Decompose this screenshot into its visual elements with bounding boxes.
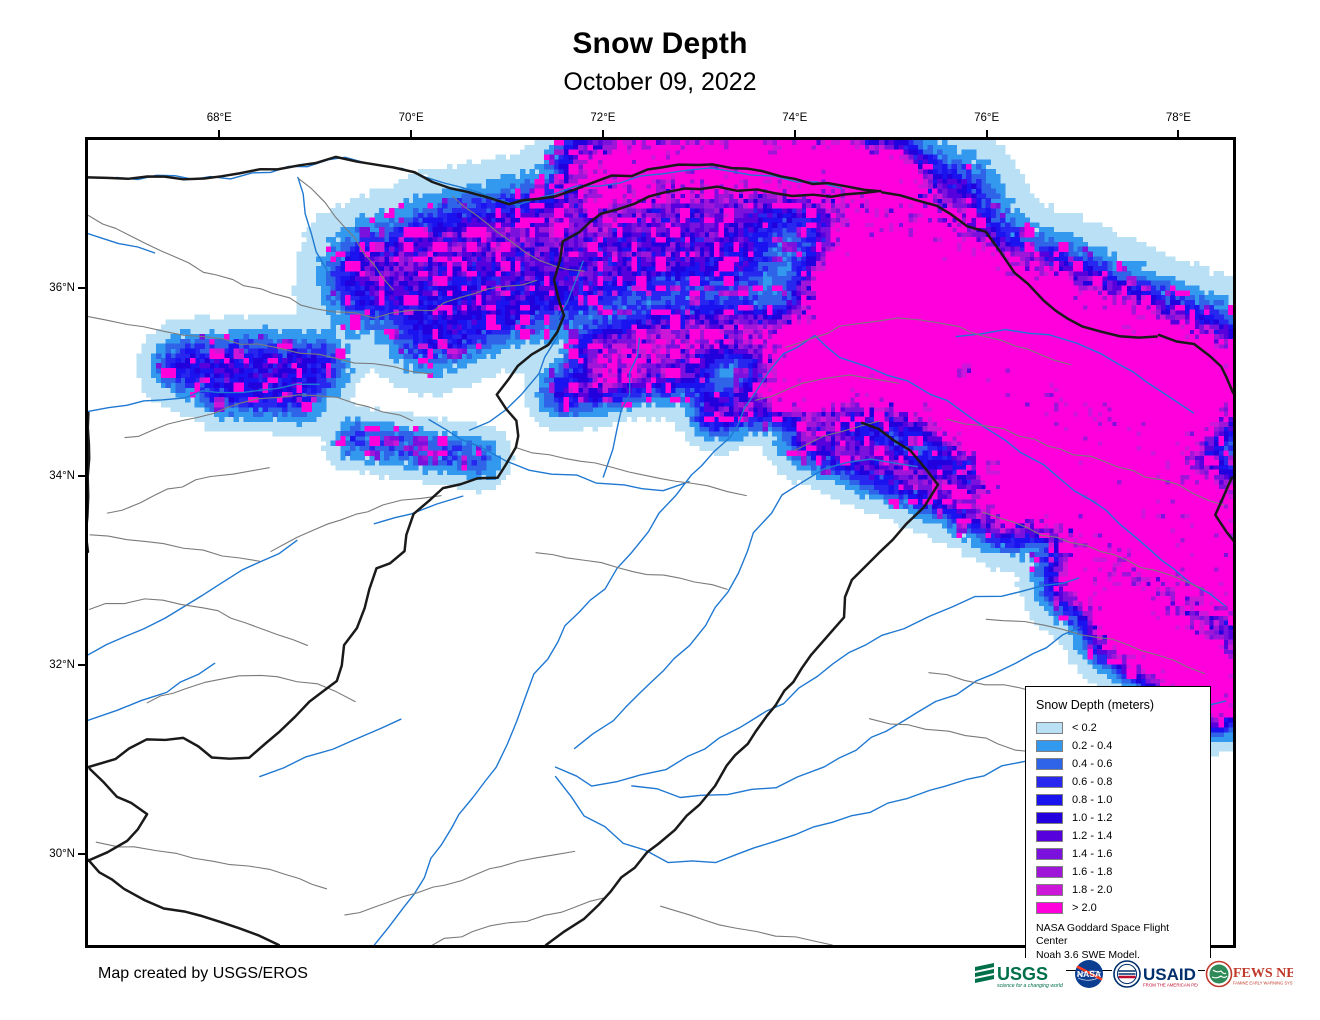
legend-source-line1: NASA Goddard Space Flight Center <box>1036 922 1170 948</box>
page-title: Snow Depth <box>572 27 748 60</box>
legend-row: 0.4 - 0.6 <box>1036 755 1200 772</box>
lat-label: 32°N <box>49 659 75 672</box>
lon-tick <box>985 130 988 137</box>
lon-tick <box>218 130 221 137</box>
legend-label: 1.0 - 1.2 <box>1072 811 1113 824</box>
legend-row: 1.0 - 1.2 <box>1036 809 1200 826</box>
usaid-logo: USAID FROM THE AMERICAN PEOPLE <box>1112 958 1198 990</box>
legend-source-line2: Noah 3.6 SWE Model. <box>1036 948 1140 961</box>
lon-tick <box>793 130 796 137</box>
legend-swatch <box>1036 829 1063 842</box>
legend-label: 0.8 - 1.0 <box>1072 793 1113 806</box>
logo-bar: USGS science for a changing world NASA U… <box>972 957 1293 991</box>
legend-label: 1.4 - 1.6 <box>1072 847 1113 860</box>
usgs-logo: USGS science for a changing world <box>972 958 1066 990</box>
legend-swatch <box>1036 883 1063 896</box>
legend-swatch <box>1036 847 1063 860</box>
legend-swatch <box>1036 811 1063 824</box>
legend: Snow Depth (meters) < 0.2 0.2 - 0.4 0.4 - … <box>1025 686 1211 972</box>
svg-text:FROM THE AMERICAN PEOPLE: FROM THE AMERICAN PEOPLE <box>1143 983 1198 988</box>
legend-label: 0.2 - 0.4 <box>1072 739 1113 752</box>
lat-label: 30°N <box>49 847 75 860</box>
legend-row: 1.2 - 1.4 <box>1036 827 1200 844</box>
legend-label: 0.6 - 0.8 <box>1072 775 1113 788</box>
legend-label: 0.4 - 0.6 <box>1072 757 1113 770</box>
lat-label: 34°N <box>49 470 75 483</box>
admin-boundary-layer <box>88 178 1224 945</box>
legend-row: 0.8 - 1.0 <box>1036 791 1200 808</box>
legend-title: Snow Depth (meters) <box>1036 698 1155 712</box>
page-subtitle: October 09, 2022 <box>563 67 757 96</box>
lon-label: 74°E <box>782 112 808 124</box>
lat-tick <box>78 664 85 667</box>
legend-swatch <box>1036 739 1063 752</box>
lon-tick <box>410 130 413 137</box>
legend-swatch <box>1036 775 1063 788</box>
fewsnet-logo: FEWS NET FAMINE EARLY WARNING SYSTEMS NE… <box>1205 958 1293 990</box>
international-boundary-layer <box>88 155 1233 945</box>
svg-text:NASA: NASA <box>1077 969 1101 979</box>
legend-label: < 0.2 <box>1072 721 1097 734</box>
svg-text:USGS: USGS <box>997 964 1048 984</box>
legend-row: 1.4 - 1.6 <box>1036 845 1200 862</box>
svg-text:USAID: USAID <box>1143 965 1196 984</box>
lat-tick <box>78 852 85 855</box>
map-canvas <box>88 140 1233 945</box>
legend-swatch <box>1036 793 1063 806</box>
legend-row: 0.6 - 0.8 <box>1036 773 1200 790</box>
legend-label: 1.6 - 1.8 <box>1072 865 1113 878</box>
lon-tick <box>1177 130 1180 137</box>
legend-row: > 2.0 <box>1036 899 1200 916</box>
lon-label: 70°E <box>398 112 424 124</box>
lat-tick <box>78 475 85 478</box>
lat-tick <box>78 286 85 289</box>
legend-row: < 0.2 <box>1036 719 1200 736</box>
map-frame[interactable] <box>85 137 1236 948</box>
legend-row: 1.8 - 2.0 <box>1036 881 1200 898</box>
legend-swatch <box>1036 865 1063 878</box>
legend-row: 1.6 - 1.8 <box>1036 863 1200 880</box>
legend-swatch <box>1036 901 1063 914</box>
legend-label: 1.8 - 2.0 <box>1072 883 1113 896</box>
lon-tick <box>601 130 604 137</box>
legend-label: > 2.0 <box>1072 901 1097 914</box>
legend-label: 1.2 - 1.4 <box>1072 829 1113 842</box>
legend-source: NASA Goddard Space Flight Center Noah 3.… <box>1036 922 1200 962</box>
svg-text:science for a changing world: science for a changing world <box>997 983 1064 989</box>
lon-label: 68°E <box>206 112 232 124</box>
title-block: Snow Depth October 09, 2022 <box>0 28 1320 95</box>
legend-items: < 0.2 0.2 - 0.4 0.4 - 0.6 0.6 - 0.8 0.8 - 1.… <box>1036 719 1200 916</box>
map-credit: Map created by USGS/EROS <box>98 965 308 982</box>
svg-text:FAMINE EARLY WARNING SYSTEMS N: FAMINE EARLY WARNING SYSTEMS NETWORK <box>1233 981 1293 986</box>
lon-label: 76°E <box>974 112 1000 124</box>
legend-row: 0.2 - 0.4 <box>1036 737 1200 754</box>
legend-swatch <box>1036 757 1063 770</box>
lon-label: 72°E <box>590 112 616 124</box>
svg-text:FEWS NET: FEWS NET <box>1233 966 1293 981</box>
legend-swatch <box>1036 721 1063 734</box>
lat-label: 36°N <box>49 281 75 294</box>
river-layer <box>88 156 1227 945</box>
nasa-logo: NASA <box>1075 960 1103 988</box>
lon-label: 78°E <box>1165 112 1191 124</box>
